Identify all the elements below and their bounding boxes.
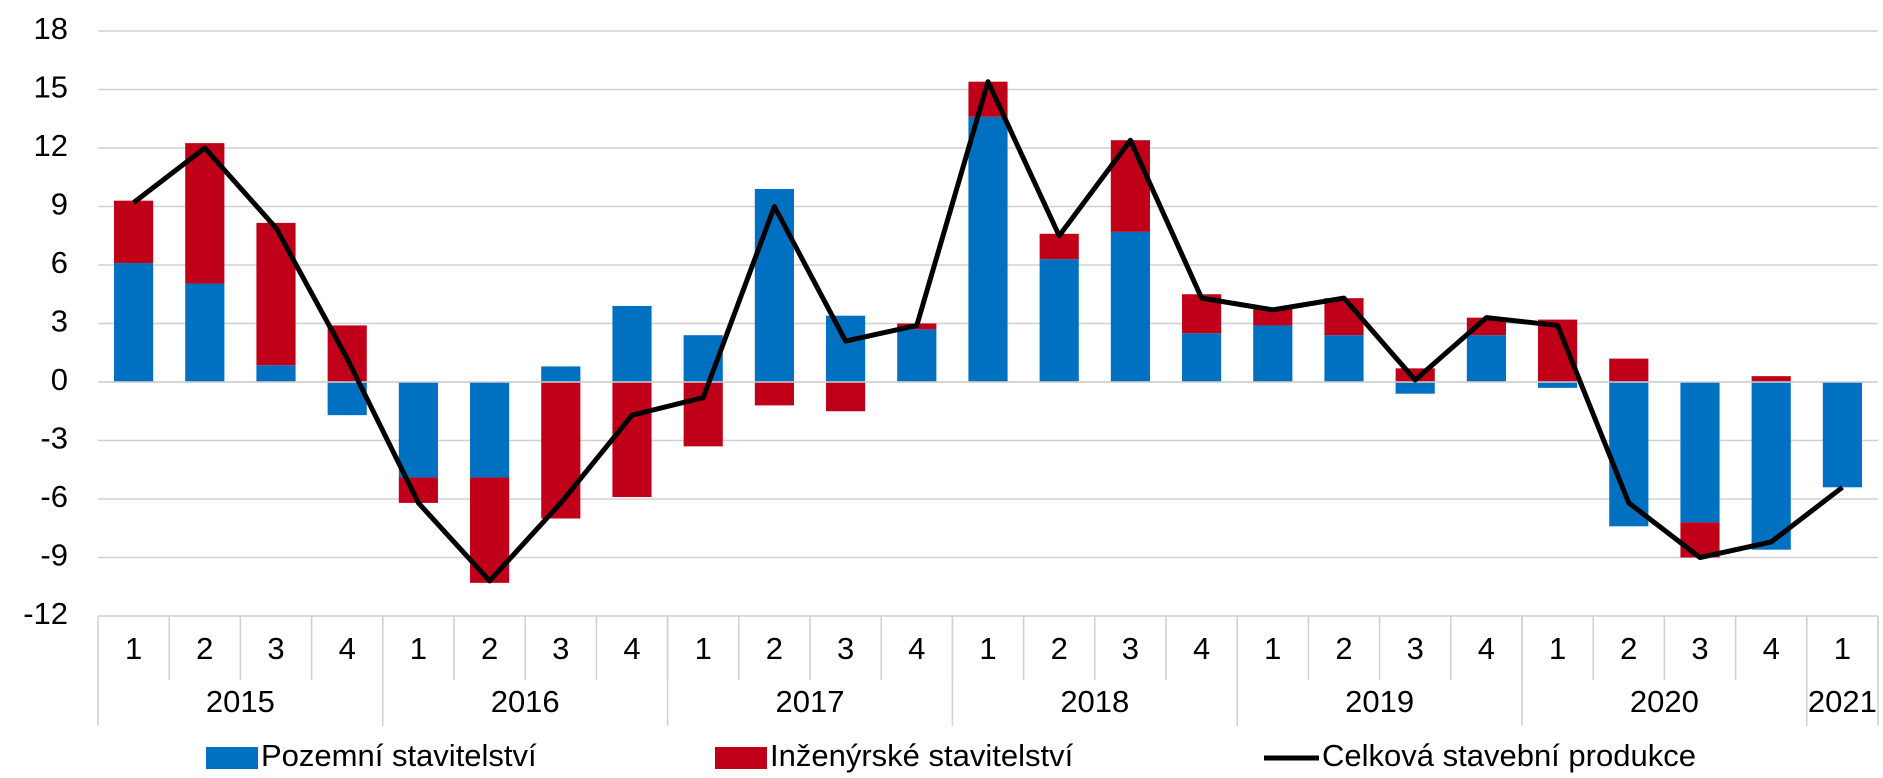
- x-tick-label: 4: [1193, 631, 1210, 666]
- x-tick-label: 1: [1549, 631, 1566, 666]
- bar: [968, 116, 1008, 383]
- bar: [1039, 259, 1079, 382]
- x-tick-label: 2: [766, 631, 783, 666]
- x-tick-label: 1: [695, 631, 712, 666]
- y-tick-label: 12: [34, 128, 68, 163]
- legend-label: Pozemní stavitelství: [261, 738, 537, 773]
- x-tick-label: 1: [410, 631, 427, 666]
- bar: [398, 382, 438, 478]
- x-tick-label: 2: [196, 631, 213, 666]
- x-tick-label: 3: [1122, 631, 1139, 666]
- bar: [754, 188, 794, 382]
- y-tick-label: 0: [51, 362, 68, 397]
- bar: [1680, 382, 1720, 523]
- bar: [256, 222, 296, 366]
- x-tick-label: 3: [1407, 631, 1424, 666]
- x-tick-label: 4: [623, 631, 640, 666]
- bar: [826, 382, 866, 412]
- y-tick-label: -12: [23, 596, 68, 631]
- bar: [1253, 325, 1293, 382]
- bar: [541, 382, 581, 519]
- bar: [612, 305, 652, 382]
- bar: [612, 382, 652, 498]
- y-tick-label: -9: [40, 538, 68, 573]
- bar: [185, 143, 225, 284]
- bar: [1680, 522, 1720, 558]
- bar: [1395, 382, 1435, 394]
- bar: [1110, 231, 1150, 382]
- bar: [1822, 382, 1862, 488]
- legend-label: Celková stavební produkce: [1322, 738, 1696, 773]
- x-tick-label: 4: [339, 631, 356, 666]
- bar: [256, 365, 296, 382]
- bar: [1324, 335, 1364, 382]
- y-tick-label: -3: [40, 421, 68, 456]
- x-tick-label: 2: [1620, 631, 1637, 666]
- group-label: 2021: [1808, 684, 1877, 719]
- bar: [1751, 382, 1791, 550]
- bar: [1466, 317, 1506, 336]
- legend-swatch: [715, 747, 767, 769]
- bar: [1466, 335, 1506, 382]
- x-tick-label: 3: [552, 631, 569, 666]
- bar: [1609, 358, 1649, 382]
- bar: [1110, 140, 1150, 232]
- x-tick-label: 1: [979, 631, 996, 666]
- bar: [470, 382, 510, 478]
- y-tick-label: 9: [51, 187, 68, 222]
- group-label: 2017: [776, 684, 845, 719]
- bar: [185, 283, 225, 382]
- legend-label: Inženýrské stavitelství: [770, 738, 1074, 773]
- x-tick-label: 3: [1691, 631, 1708, 666]
- group-label: 2020: [1630, 684, 1699, 719]
- x-tick-label: 3: [837, 631, 854, 666]
- y-tick-label: -6: [40, 479, 68, 514]
- line: [132, 79, 1844, 584]
- x-tick-label: 4: [1763, 631, 1780, 666]
- bar: [1751, 376, 1791, 382]
- x-tick-label: 4: [908, 631, 925, 666]
- bar: [1253, 307, 1293, 326]
- bar: [754, 382, 794, 406]
- group-label: 2016: [491, 684, 560, 719]
- x-tick-label: 1: [125, 631, 142, 666]
- legend-swatch: [206, 747, 258, 769]
- x-tick-label: 4: [1478, 631, 1495, 666]
- bar: [1182, 333, 1222, 382]
- bar: [1538, 382, 1578, 388]
- x-tick-label: 1: [1834, 631, 1851, 666]
- y-tick-label: 3: [51, 304, 68, 339]
- x-tick-label: 2: [481, 631, 498, 666]
- group-label: 2018: [1060, 684, 1129, 719]
- y-tick-label: 15: [34, 70, 68, 105]
- x-tick-label: 2: [1051, 631, 1068, 666]
- y-tick-label: 6: [51, 245, 68, 280]
- x-tick-label: 1: [1264, 631, 1281, 666]
- bar: [541, 366, 581, 382]
- x-tick-label: 2: [1335, 631, 1352, 666]
- x-tick-label: 3: [267, 631, 284, 666]
- group-label: 2019: [1345, 684, 1414, 719]
- group-label: 2015: [206, 684, 275, 719]
- bar: [897, 329, 937, 382]
- bar: [114, 263, 154, 382]
- bar: [114, 200, 154, 264]
- bar: [826, 315, 866, 382]
- y-tick-label: 18: [34, 11, 68, 46]
